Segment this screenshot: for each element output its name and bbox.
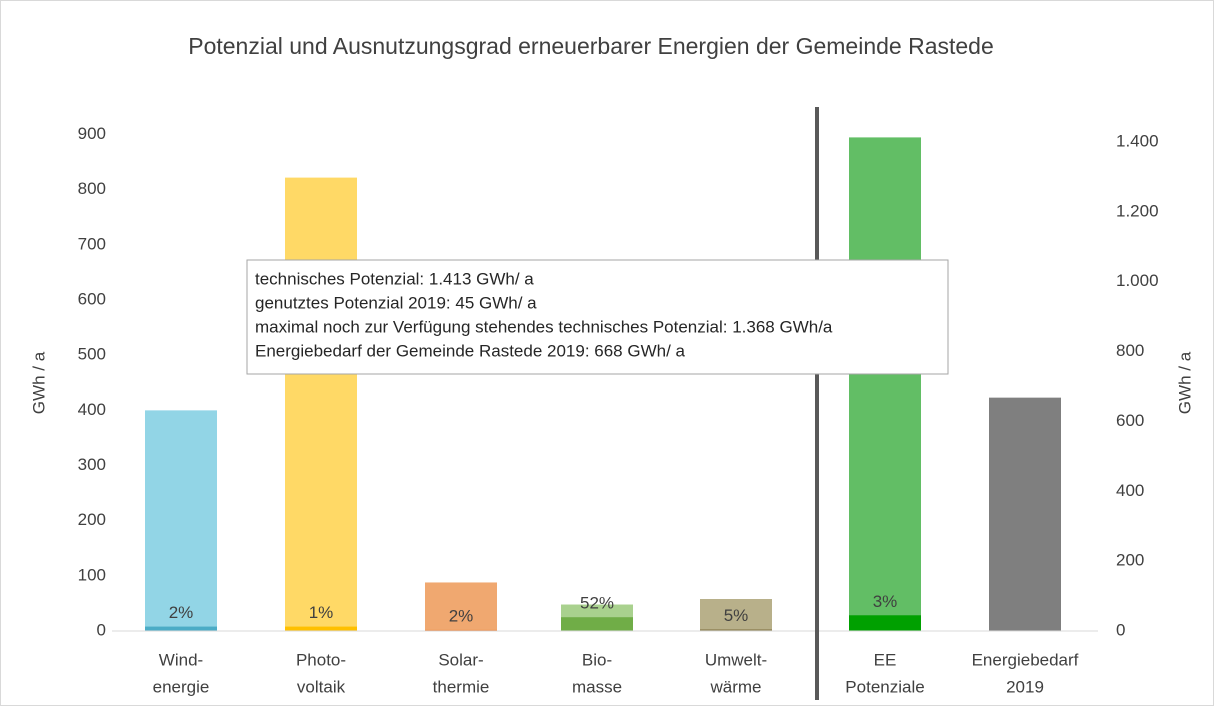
data-label: 3% (873, 592, 898, 611)
annotation-line: genutztes Potenzial 2019: 45 GWh/ a (255, 293, 537, 312)
bar (145, 626, 217, 631)
y2-tick-label: 1.200 (1116, 201, 1159, 220)
x-tick-label: voltaik (297, 677, 346, 696)
data-label: 52% (580, 594, 614, 613)
y-tick-label: 100 (78, 565, 106, 584)
y2-tick-label: 1.400 (1116, 131, 1159, 150)
y-axis-title: GWh / a (29, 351, 48, 414)
y-tick-label: 700 (78, 234, 106, 253)
y2-axis-title: GWh / a (1175, 351, 1194, 414)
x-tick-label: thermie (433, 677, 490, 696)
bar (700, 599, 772, 631)
y-tick-label: 800 (78, 179, 106, 198)
x-tick-label: Photo- (296, 650, 346, 669)
annotation-box (246, 259, 949, 375)
annotation-line: technisches Potenzial: 1.413 GWh/ a (255, 269, 534, 288)
bar (145, 410, 217, 631)
x-tick-label: wärme (709, 677, 761, 696)
data-label: 1% (309, 603, 334, 622)
y2-tick-label: 800 (1116, 341, 1144, 360)
y-tick-label: 200 (78, 510, 106, 529)
y2-tick-label: 0 (1116, 620, 1125, 639)
x-tick-label: Umwelt- (705, 650, 767, 669)
y2-tick-label: 200 (1116, 551, 1144, 570)
annotation-line: maximal noch zur Verfügung stehendes tec… (255, 317, 833, 336)
y-tick-label: 400 (78, 400, 106, 419)
x-tick-label: Wind- (159, 650, 203, 669)
data-label: 2% (449, 606, 474, 625)
bar (849, 137, 921, 631)
bar (425, 582, 497, 631)
bar (561, 617, 633, 631)
y-tick-label: 300 (78, 455, 106, 474)
y-tick-label: 500 (78, 345, 106, 364)
x-tick-label: Solar- (438, 650, 483, 669)
x-tick-label: 2019 (1006, 677, 1044, 696)
bar (849, 615, 921, 631)
x-tick-label: energie (153, 677, 210, 696)
data-label: 5% (724, 606, 749, 625)
x-tick-label: Potenziale (845, 677, 924, 696)
annotation-line: Energiebedarf der Gemeinde Rastede 2019:… (255, 341, 686, 360)
y2-tick-label: 600 (1116, 411, 1144, 430)
y-tick-label: 0 (97, 620, 106, 639)
bar (285, 626, 357, 631)
x-tick-label: Energiebedarf (972, 650, 1079, 669)
bar (700, 629, 772, 631)
chart-title: Potenzial und Ausnutzungsgrad erneuerbar… (188, 33, 994, 59)
bar (425, 629, 497, 631)
x-tick-label: Bio- (582, 650, 612, 669)
x-tick-label: masse (572, 677, 622, 696)
y2-tick-label: 400 (1116, 481, 1144, 500)
bar (989, 397, 1061, 631)
bar (285, 177, 357, 631)
x-tick-label: EE (874, 650, 897, 669)
y-tick-label: 900 (78, 124, 106, 143)
data-label: 2% (169, 603, 194, 622)
y-tick-label: 600 (78, 290, 106, 309)
y2-tick-label: 1.000 (1116, 271, 1159, 290)
